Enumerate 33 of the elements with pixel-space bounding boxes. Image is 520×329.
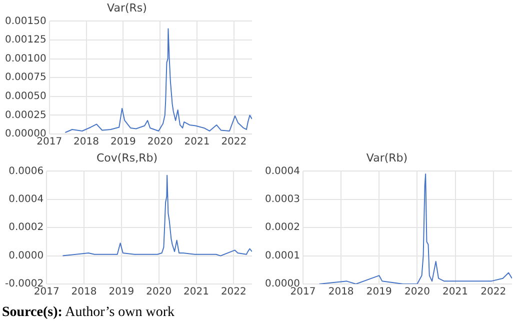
x-tick-label: 2018: [328, 286, 354, 298]
y-tick-label: 0.0004: [264, 166, 300, 177]
y-tick-label: 0.00125: [4, 34, 46, 46]
chart-title: Var(Rs): [107, 1, 147, 14]
x-tick-label: 2020: [147, 136, 173, 148]
y-tick-label: 0.0002: [264, 222, 300, 234]
x-tick-label: 2022: [480, 286, 506, 298]
y-tick-label: 0.00100: [4, 53, 46, 64]
y-tick-label: 0.00025: [4, 110, 46, 121]
chart-title: Var(Rb): [366, 151, 408, 164]
x-tick-label: 2021: [184, 286, 209, 298]
y-tick-label: 0.00150: [4, 16, 46, 27]
y-tick-label: 0.0002: [8, 222, 44, 234]
y-tick-label: 0.0004: [8, 194, 44, 205]
y-tick-label: 0.00075: [4, 72, 46, 84]
source-note: Source(s): Author’s own work: [2, 305, 175, 320]
y-tick-label: 0.0003: [264, 194, 300, 205]
y-tick-label: 0.0000: [8, 250, 44, 262]
x-tick-label: 2022: [221, 136, 247, 148]
x-tick-label: 2019: [366, 286, 392, 298]
x-tick-label: 2020: [404, 286, 430, 298]
x-tick-label: 2018: [74, 136, 99, 148]
chart-title: Cov(Rs,Rb): [96, 151, 158, 164]
x-tick-label: 2022: [220, 286, 246, 298]
x-tick-label: 2018: [71, 286, 97, 298]
x-tick-label: 2021: [184, 136, 210, 148]
y-tick-label: 0.0001: [264, 250, 300, 262]
y-tick-label: 0.0006: [8, 166, 44, 177]
x-tick-label: 2019: [108, 286, 134, 298]
x-tick-label: 2021: [442, 286, 468, 298]
x-tick-label: 2019: [110, 136, 136, 148]
x-tick-label: 2020: [146, 286, 172, 298]
y-tick-label: 0.00050: [4, 90, 46, 102]
